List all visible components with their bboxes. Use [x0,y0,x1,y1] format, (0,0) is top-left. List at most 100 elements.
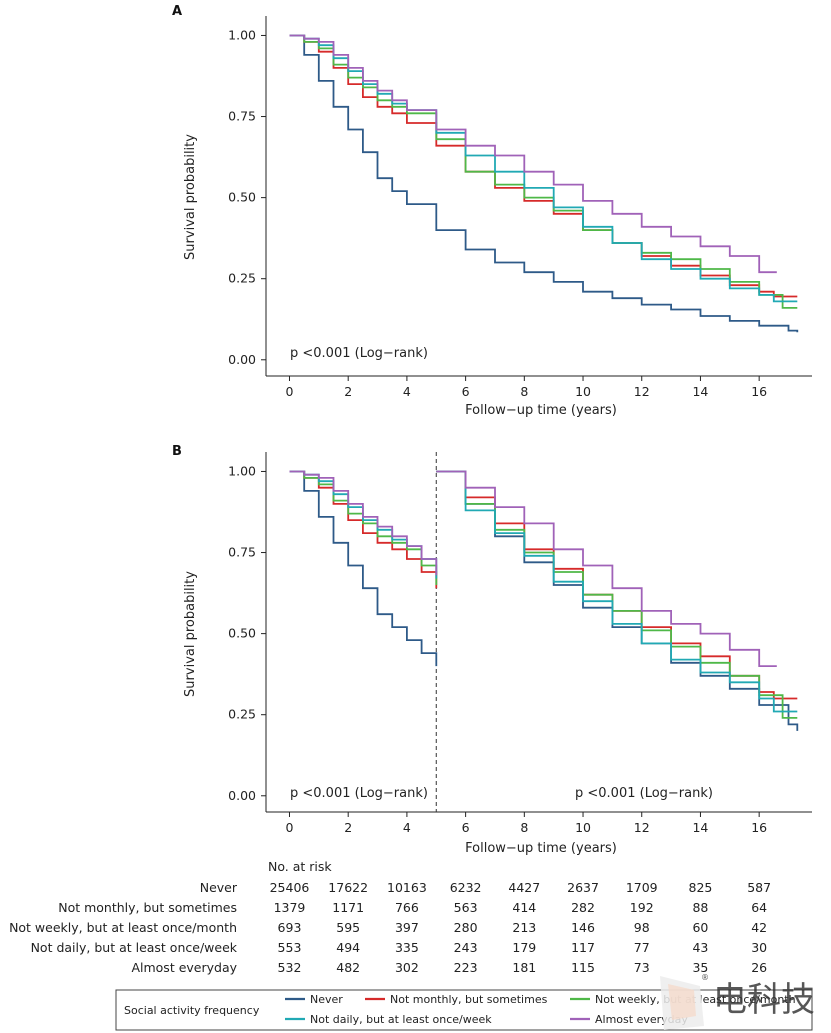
risk-cell: 223 [454,960,478,975]
x-tick-label: 6 [462,820,470,835]
x-tick-label: 16 [751,820,767,835]
risk-cell: 26 [751,960,767,975]
watermark: ® 电科技 [660,973,815,1030]
risk-cell: 35 [692,960,708,975]
risk-row-label: Not daily, but at least once/week [31,940,238,955]
panel-b-pvalue-left: p <0.001 (Log−rank) [290,786,428,801]
x-tick-label: 0 [286,384,294,399]
x-tick-label: 14 [692,384,708,399]
risk-cell: 1171 [332,900,364,915]
risk-cell: 282 [571,900,595,915]
watermark-logo-inner-icon [668,984,696,1020]
panel-a-y-label: Survival probability [183,134,198,260]
risk-cell: 335 [395,940,419,955]
panel-b-y-label: Survival probability [183,571,198,697]
y-tick-label: 0.75 [228,109,256,124]
y-tick-label: 0.75 [228,545,256,560]
curve-late-not-weekly-but-at-least-once-month [436,470,798,719]
curve-early-never [289,470,438,667]
risk-cell: 77 [634,940,650,955]
y-tick-label: 0.00 [228,788,256,803]
y-tick-label: 1.00 [228,27,256,42]
risk-cell: 595 [336,920,360,935]
legend-title: Social activity frequency [124,1004,260,1017]
panel-a-y-ticks: 0.00 0.25 0.50 0.75 1.00 [228,27,266,367]
risk-cell: 6232 [450,880,482,895]
risk-cell: 64 [751,900,767,915]
y-tick-label: 0.50 [228,626,256,641]
x-tick-label: 10 [575,384,591,399]
risk-cell: 25406 [270,880,310,895]
panel-b-curves [289,470,799,731]
x-tick-label: 4 [403,384,411,399]
curve-late-not-daily-but-at-least-once-week [436,470,798,713]
curve-never [289,34,799,333]
risk-cell: 60 [692,920,708,935]
panel-b: B 0.00 0.25 0.50 0.75 1.00 0 2 4 6 8 10 12 14 16 Fol… [172,444,812,856]
risk-cell: 563 [454,900,478,915]
curve-not-daily-but-at-least-once-week [289,34,798,303]
risk-cell: 825 [689,880,713,895]
risk-cell: 397 [395,920,419,935]
risk-cell: 766 [395,900,419,915]
x-tick-label: 4 [403,820,411,835]
risk-cell: 302 [395,960,419,975]
risk-cell: 693 [278,920,302,935]
risk-cell: 73 [634,960,650,975]
risk-cell: 532 [278,960,302,975]
risk-cell: 146 [571,920,595,935]
panel-a-label: A [172,4,182,19]
risk-cell: 213 [512,920,536,935]
legend-item-label: Not daily, but at least once/week [310,1013,492,1026]
risk-table-title: No. at risk [268,859,332,874]
panel-a: A 0.00 0.25 0.50 0.75 1.00 0 2 4 6 8 10 12 14 16 Fol… [172,4,812,418]
watermark-registered-mark: ® [701,973,709,982]
risk-cell: 10163 [387,880,427,895]
curve-not-monthly-but-sometimes [289,34,798,298]
risk-cell: 98 [634,920,650,935]
curve-late-not-monthly-but-sometimes [436,470,798,700]
risk-cell: 243 [454,940,478,955]
risk-cell: 2637 [567,880,599,895]
risk-table: No. at risk Never 25406 17622 10163 6232 4427… [9,859,771,975]
curve-early-almost-everyday [289,470,438,576]
x-tick-label: 10 [575,820,591,835]
legend: Social activity frequency Never Not month… [115,989,813,1031]
risk-cell: 179 [512,940,536,955]
curve-late-almost-everyday [436,470,777,667]
x-tick-label: 8 [520,384,528,399]
x-tick-label: 14 [692,820,708,835]
risk-cell: 17622 [328,880,368,895]
legend-item-label: Never [310,993,343,1006]
panel-b-x-ticks: 0 2 4 6 8 10 12 14 16 [286,812,767,835]
panel-b-x-label: Follow−up time (years) [465,841,617,856]
panel-a-curves [289,34,799,333]
x-tick-label: 12 [634,820,650,835]
panel-b-pvalue-right: p <0.001 (Log−rank) [575,786,713,801]
panel-a-pvalue: p <0.001 (Log−rank) [290,346,428,361]
risk-cell: 1709 [626,880,658,895]
risk-cell: 42 [751,920,767,935]
risk-cell: 587 [747,880,771,895]
risk-cell: 482 [336,960,360,975]
risk-cell: 115 [571,960,595,975]
watermark-text: 电科技 [713,980,815,1020]
risk-cell: 181 [512,960,536,975]
risk-row-label: Not monthly, but sometimes [58,900,237,915]
panel-b-label: B [172,444,182,459]
legend-item-label: Not monthly, but sometimes [390,993,548,1006]
y-tick-label: 0.25 [228,707,256,722]
y-tick-label: 1.00 [228,463,256,478]
risk-cell: 43 [692,940,708,955]
risk-cell: 494 [336,940,360,955]
risk-cell: 414 [512,900,536,915]
x-tick-label: 0 [286,820,294,835]
risk-cell: 1379 [274,900,306,915]
panel-a-x-label: Follow−up time (years) [465,403,617,418]
x-tick-label: 2 [344,820,352,835]
risk-cell: 88 [692,900,708,915]
risk-cell: 280 [454,920,478,935]
y-tick-label: 0.00 [228,352,256,367]
risk-row-label: Not weekly, but at least once/month [9,920,237,935]
